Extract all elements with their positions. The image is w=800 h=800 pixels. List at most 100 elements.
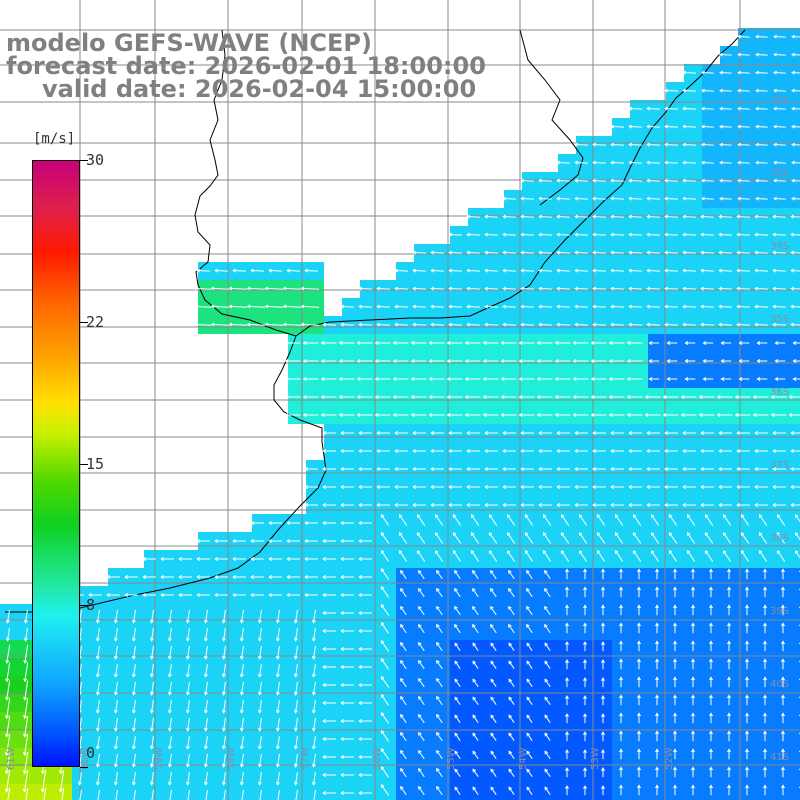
wind-arrow xyxy=(683,324,696,326)
wind-arrow xyxy=(738,72,750,74)
wind-arrow xyxy=(400,768,407,778)
wind-cell xyxy=(792,712,800,730)
wind-arrow xyxy=(61,787,65,800)
wind-arrow xyxy=(115,790,118,800)
wind-arrow xyxy=(25,787,29,800)
wind-arrow-head xyxy=(790,449,794,453)
wind-arrow xyxy=(223,790,226,800)
wind-arrow-head xyxy=(472,696,477,701)
wind-arrow xyxy=(381,532,390,544)
wind-arrow xyxy=(454,588,461,598)
wind-arrow-head xyxy=(221,763,226,768)
wind-arrow-head xyxy=(454,786,459,791)
wind-arrow-head xyxy=(754,503,758,507)
wind-arrow-head xyxy=(628,142,633,147)
wind-arrow-head xyxy=(400,785,404,790)
wind-arrow-head xyxy=(394,485,398,489)
wind-arrow-head xyxy=(490,569,494,574)
wind-arrow-head xyxy=(684,377,689,381)
wind-arrow-head xyxy=(790,268,795,273)
wind-arrow-head xyxy=(221,781,226,786)
wind-arrow-head xyxy=(436,659,440,664)
wind-arrow-head xyxy=(203,691,208,696)
wind-arrow xyxy=(683,162,696,164)
wind-arrow-head xyxy=(302,341,307,345)
wind-arrow-head xyxy=(727,748,731,753)
wind-arrow xyxy=(490,751,497,759)
wind-arrow-head xyxy=(149,727,154,732)
wind-arrow xyxy=(418,678,425,688)
wind-arrow xyxy=(508,769,515,777)
wind-arrow xyxy=(665,162,678,164)
wind-arrow xyxy=(575,198,588,200)
wind-arrow-head xyxy=(736,431,740,435)
wind-arrow-head xyxy=(738,341,743,345)
wind-arrow-head xyxy=(502,232,507,237)
wind-arrow xyxy=(720,198,732,200)
wind-arrow-head xyxy=(646,196,651,201)
wind-arrow xyxy=(467,216,480,218)
wind-arrow-head xyxy=(394,268,399,273)
wind-arrow xyxy=(756,180,768,182)
wind-arrow-head xyxy=(698,413,703,417)
wind-arrow xyxy=(521,252,534,254)
wind-arrow xyxy=(738,36,750,38)
wind-arrow-head xyxy=(452,514,457,518)
wind-arrow xyxy=(720,108,732,110)
wind-arrow-head xyxy=(737,34,741,39)
wind-arrow-head xyxy=(737,106,741,111)
wind-arrow-head xyxy=(436,569,440,574)
wind-arrow xyxy=(223,772,226,785)
wind-arrow-head xyxy=(709,604,713,609)
wind-arrow xyxy=(151,610,154,623)
wind-arrow-head xyxy=(488,514,493,518)
wind-arrow-head xyxy=(538,232,543,237)
wind-arrow xyxy=(755,252,768,254)
wind-arrow-head xyxy=(239,709,244,714)
wind-arrow xyxy=(241,682,244,695)
wind-arrow-head xyxy=(448,431,452,435)
wind-arrow xyxy=(508,570,515,580)
wind-arrow-head xyxy=(338,341,343,345)
wind-arrow-head xyxy=(472,714,477,719)
wind-arrow xyxy=(651,550,660,562)
wind-arrow-head xyxy=(322,755,326,759)
wind-arrow xyxy=(169,754,172,767)
wind-arrow-head xyxy=(736,232,741,237)
wind-arrow-head xyxy=(340,503,344,507)
wind-arrow-head xyxy=(736,322,741,327)
wind-arrow xyxy=(400,696,407,706)
wind-arrow xyxy=(233,270,246,272)
wind-arrow xyxy=(295,664,298,677)
wind-arrow-head xyxy=(556,214,561,219)
wind-cell xyxy=(450,784,468,800)
wind-arrow xyxy=(647,252,660,254)
wind-arrow xyxy=(557,270,570,272)
wind-arrow-head xyxy=(358,304,363,309)
wind-arrow-head xyxy=(601,604,605,609)
wind-arrow xyxy=(575,288,588,290)
wind-arrow xyxy=(25,628,28,641)
wind-arrow-head xyxy=(736,250,741,255)
wind-arrow xyxy=(526,624,533,634)
wind-arrow-head xyxy=(583,731,587,735)
wind-arrow-head xyxy=(400,749,404,754)
wind-arrow-head xyxy=(470,532,475,536)
wind-arrow-head xyxy=(23,715,28,720)
wind-arrow-head xyxy=(722,532,727,536)
wind-arrow-head xyxy=(192,322,197,327)
colorbar-tick-label: 22 xyxy=(86,312,105,331)
wind-arrow-head xyxy=(394,449,398,453)
wind-arrow-head xyxy=(565,695,569,699)
wind-arrow-head xyxy=(374,359,379,363)
wind-arrow-head xyxy=(526,714,531,719)
wind-arrow xyxy=(241,754,244,767)
wind-arrow xyxy=(792,54,800,56)
wind-arrow xyxy=(431,324,444,326)
wind-cell xyxy=(792,550,800,568)
wind-arrow xyxy=(449,270,462,272)
wind-arrow-head xyxy=(755,34,759,39)
wind-arrow-head xyxy=(776,514,781,518)
wind-arrow xyxy=(418,660,425,670)
wind-arrow xyxy=(436,660,443,670)
